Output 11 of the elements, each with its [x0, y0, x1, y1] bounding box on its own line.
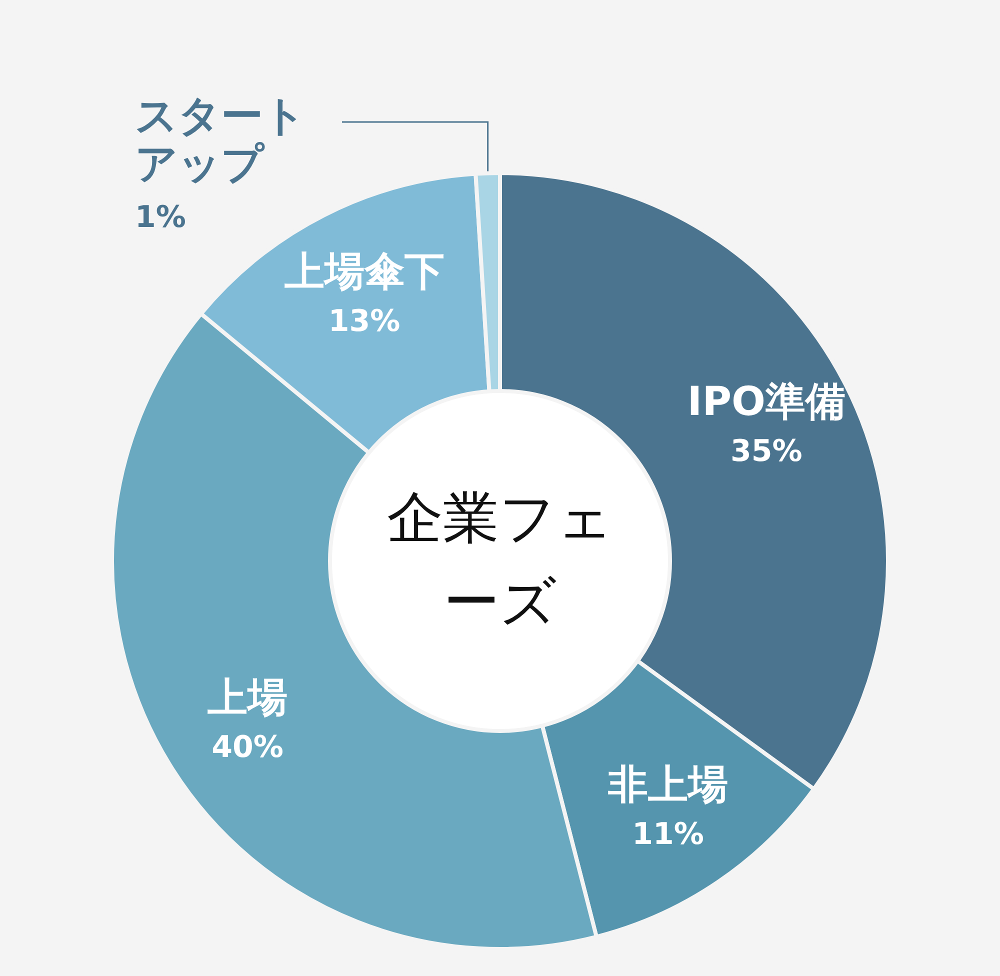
data-label: 13%: [328, 304, 400, 339]
data-label: 35%: [730, 434, 802, 470]
slice-label: 上場傘下: [284, 248, 444, 295]
text: 企業フェーズ: [386, 485, 614, 637]
slice-label: スタートアップ: [135, 91, 306, 188]
slice-label: 非上場: [608, 762, 728, 808]
slice-label: IPO準備: [687, 379, 846, 426]
data-label: 40%: [212, 730, 284, 766]
data-label: 1%: [135, 200, 186, 235]
data-label: 11%: [632, 817, 704, 852]
slice-label: 上場: [208, 675, 288, 722]
